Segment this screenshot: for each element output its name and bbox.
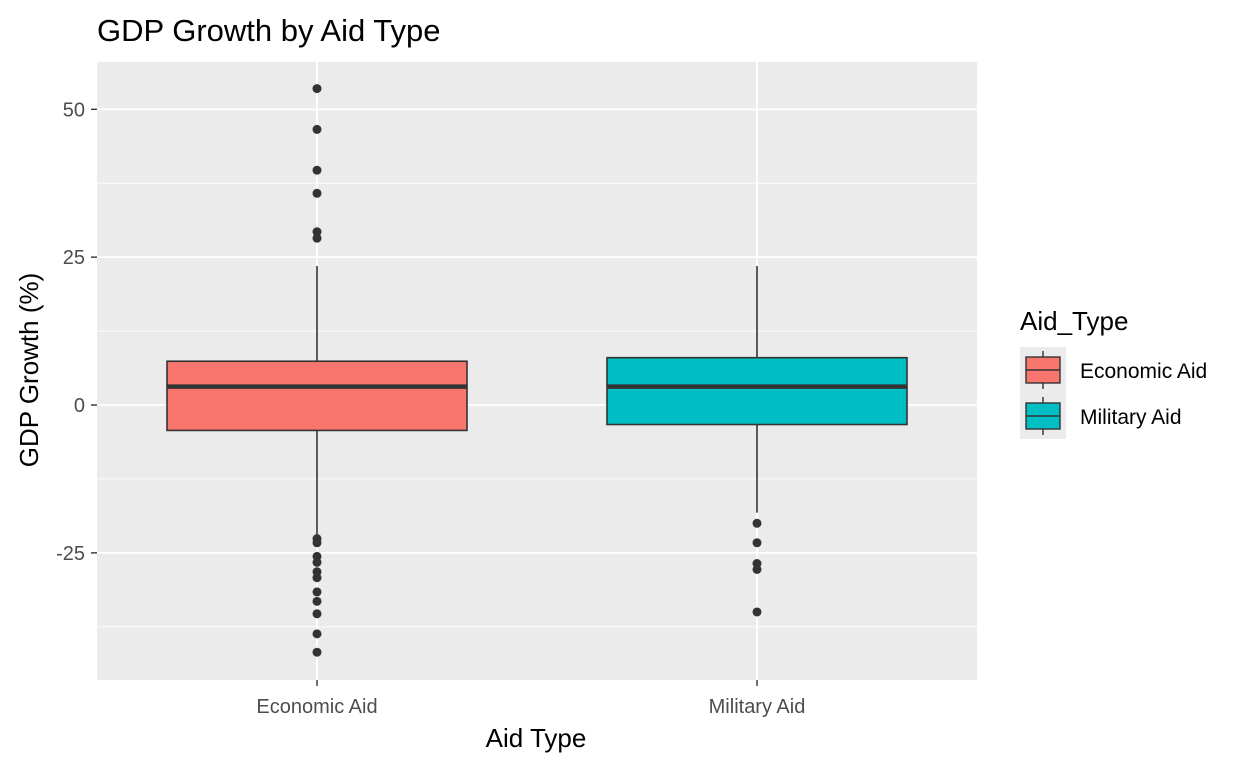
boxes (166, 84, 908, 657)
outlier-point (752, 607, 762, 617)
legend-item: Economic Aid (1020, 347, 1207, 393)
x-axis: Economic Aid Military Aid (256, 680, 805, 718)
outlier-point (312, 573, 322, 583)
outlier-point (312, 124, 322, 134)
box (166, 360, 468, 432)
outlier-point (752, 564, 762, 574)
y-axis: -25 0 25 50 (56, 99, 97, 565)
y-axis-title: GDP Growth (%) (14, 273, 44, 468)
outlier-point (752, 538, 762, 548)
legend-item: Military Aid (1020, 393, 1182, 439)
legend-label: Economic Aid (1080, 360, 1207, 383)
x-tick-label: Economic Aid (256, 696, 377, 718)
y-tick-label: 25 (63, 247, 85, 269)
box (606, 356, 908, 426)
box-group (606, 266, 908, 617)
legend-label: Military Aid (1080, 406, 1182, 429)
outlier-point (312, 629, 322, 639)
outlier-point (312, 596, 322, 606)
y-tick-label: -25 (56, 543, 85, 565)
outlier-point (312, 188, 322, 198)
x-axis-title: Aid Type (486, 723, 587, 753)
outlier-point (312, 233, 322, 243)
outlier-point (312, 227, 322, 237)
outlier-point (312, 557, 322, 567)
box-group (166, 84, 468, 657)
outlier-point (312, 609, 322, 619)
y-tick-label: 50 (63, 99, 85, 121)
outlier-point (752, 518, 762, 528)
outlier-point (312, 647, 322, 657)
y-tick-label: 0 (74, 395, 85, 417)
outlier-point (312, 84, 322, 94)
outlier-point (312, 538, 322, 548)
legend: Aid_Type Economic Aid Military Aid (1020, 306, 1207, 439)
chart-title: GDP Growth by Aid Type (97, 13, 440, 48)
x-tick-label: Military Aid (709, 696, 806, 718)
outlier-point (312, 587, 322, 597)
legend-title: Aid_Type (1020, 306, 1128, 336)
outlier-point (312, 165, 322, 175)
